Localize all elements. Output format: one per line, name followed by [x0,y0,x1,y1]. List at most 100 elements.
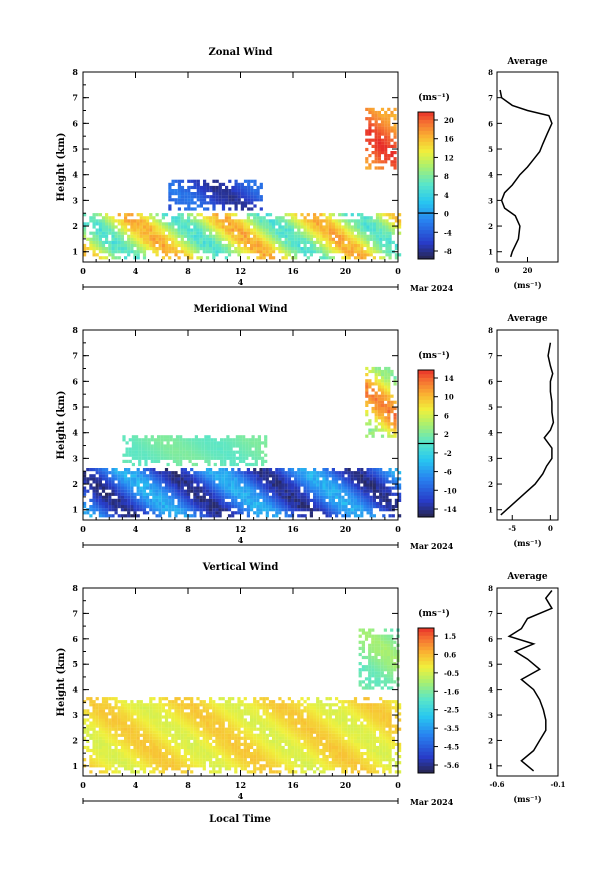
heatmap-cell [256,189,260,193]
heatmap-cell [250,501,254,506]
heatmap-cell [229,441,233,445]
heatmap-cell [133,505,137,509]
heatmap-cell [384,160,388,164]
heatmap-cell [124,468,128,472]
heatmap-cell [309,219,313,223]
heatmap-cell [146,745,150,750]
heatmap-cell [357,492,361,496]
heatmap-cell [253,228,257,232]
heatmap-cell [139,764,143,768]
heatmap-cell [259,486,263,490]
heatmap-cell [231,234,235,238]
heatmap-cell [177,201,181,205]
heatmap-cell [180,231,184,235]
heatmap-cell [127,718,131,722]
heatmap-cell [374,160,378,164]
heatmap-cell [363,505,367,509]
heatmap-cell [202,471,206,475]
heatmap-cell [248,450,252,454]
heatmap-cell [372,505,376,509]
heatmap-cell [357,243,361,248]
heatmap-cell [391,228,395,232]
heatmap-cell [240,231,244,235]
heatmap-cell [341,231,345,235]
heatmap-cell [158,480,162,484]
heatmap-cell [180,477,184,481]
heatmap-cell [254,450,258,454]
heatmap-cell [250,219,254,223]
heatmap-cell [95,706,99,710]
heatmap-cell [319,486,323,490]
heatmap-cell [303,514,307,518]
heatmap-cell [152,474,156,478]
heatmap-cell [234,240,238,244]
heatmap-cell [221,709,225,713]
heatmap-cell [278,240,282,244]
heatmap-cell [303,216,307,220]
colorbar-segment [418,119,434,124]
heatmap-cell [325,514,329,518]
heatmap-cell [218,761,222,765]
heatmap-cell [155,715,159,719]
heatmap-cell [294,480,298,484]
heatmap-cell [240,250,244,254]
heatmap-cell [393,107,397,111]
heatmap-cell [390,110,394,115]
heatmap-cell [158,724,162,728]
heatmap-cell [136,742,140,746]
heatmap-cell [243,721,247,725]
heatmap-cell [180,480,184,484]
heatmap-cell [375,505,380,509]
heatmap-cell [95,709,99,713]
heatmap-cell [117,721,121,725]
heatmap-cell [325,243,329,248]
heatmap-cell [188,447,192,451]
heatmap-cell [331,471,335,475]
heatmap-cell [372,498,376,502]
heatmap-cell [105,761,109,765]
heatmap-cell [316,505,320,509]
heatmap-cell [120,739,124,743]
heatmap-cell [224,495,228,499]
heatmap-cell [221,480,225,484]
heatmap-cell [313,222,317,226]
heatmap-cell [155,250,159,254]
heatmap-cell [177,736,181,740]
heatmap-cell [114,724,118,728]
heatmap-cell [259,216,263,220]
heatmap-cell [209,489,213,493]
heatmap-cell [250,709,254,713]
heatmap-cell [144,444,148,448]
heatmap-cell [158,758,162,762]
heatmap-cell [133,511,137,515]
heatmap-cell [388,213,392,217]
heatmap-cell [375,495,380,499]
heatmap-cell [177,511,181,515]
heatmap-cell [344,228,348,232]
colorbar-tick-label: -8 [444,247,452,256]
heatmap-cell [215,736,219,740]
heatmap-cell [377,379,381,383]
heatmap-cell [218,758,222,762]
heatmap-cell [111,471,115,475]
heatmap-cell [138,438,142,442]
heatmap-cell [108,498,112,502]
heatmap-cell [388,250,392,254]
heatmap-cell [161,730,165,734]
heatmap-cell [196,730,200,734]
heatmap-cell [171,700,175,704]
heatmap-cell [101,471,106,475]
heatmap-cell [212,718,216,722]
heatmap-cell [240,724,244,728]
heatmap-cell [328,471,332,475]
heatmap-cell [179,453,183,457]
heatmap-cell [190,237,194,241]
heatmap-cell [388,225,392,229]
heatmap-cell [247,195,251,199]
heatmap-cell [387,366,391,371]
heatmap-cell [221,764,225,768]
heatmap-cell [111,752,115,756]
heatmap-cell [221,468,225,472]
heatmap-cell [394,492,398,496]
heatmap-cell [120,243,124,248]
